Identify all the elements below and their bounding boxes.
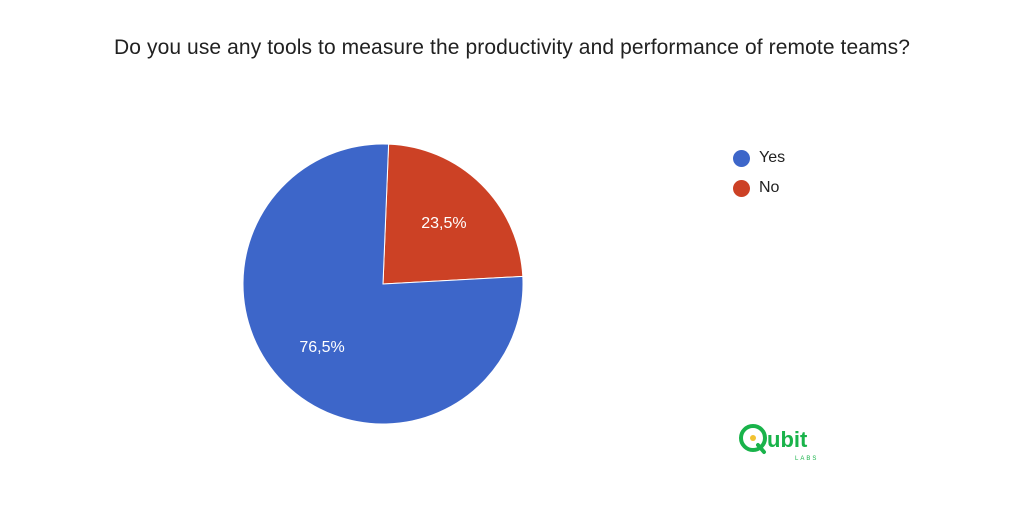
legend-item-yes: Yes xyxy=(733,143,785,173)
svg-text:ubit: ubit xyxy=(767,427,808,452)
chart-legend: Yes No xyxy=(733,143,785,203)
legend-label-yes: Yes xyxy=(759,149,786,166)
legend-label-no: No xyxy=(759,179,780,196)
legend-swatch-yes xyxy=(733,149,750,167)
slice-label-yes: 76,5% xyxy=(299,339,344,356)
pie-slice-no xyxy=(382,143,524,285)
chart-title: Do you use any tools to measure the prod… xyxy=(113,36,910,59)
pie-slice-yes xyxy=(242,143,524,425)
legend-swatch-no xyxy=(733,179,750,197)
svg-text:LABS: LABS xyxy=(795,456,818,462)
legend-item-no: No xyxy=(733,173,785,203)
qubit-labs-logo: ubit LABS xyxy=(739,424,818,462)
slice-label-no: 23,5% xyxy=(421,215,466,232)
